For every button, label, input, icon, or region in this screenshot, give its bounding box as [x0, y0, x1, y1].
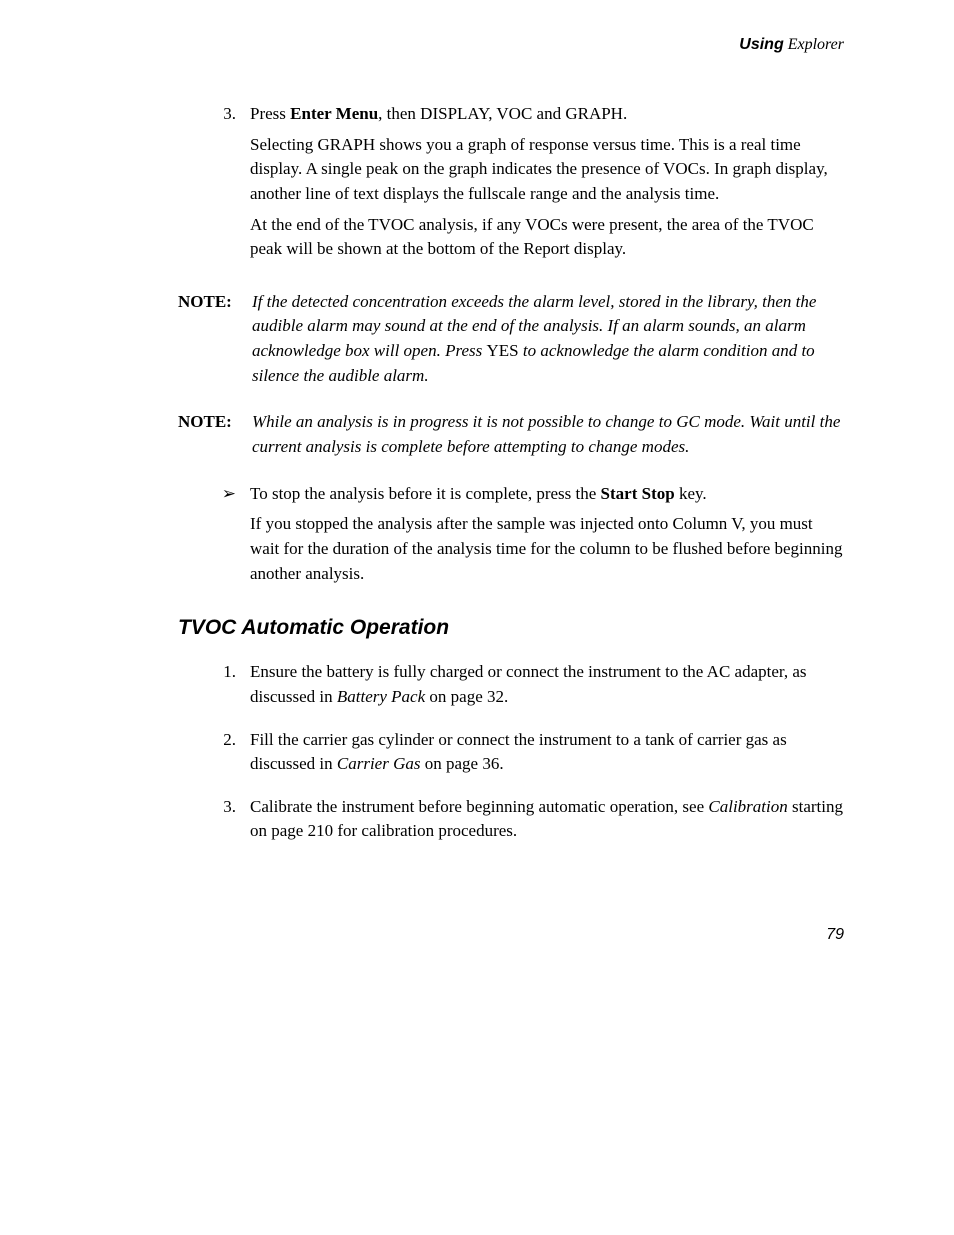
- paragraph: At the end of the TVOC analysis, if any …: [250, 213, 844, 262]
- list-item: 1. Ensure the battery is fully charged o…: [178, 660, 844, 709]
- list-item: 3. Press Enter Menu, then DISPLAY, VOC a…: [178, 102, 844, 262]
- text: Press: [250, 104, 290, 123]
- text: on page 36.: [421, 754, 504, 773]
- auto-operation-list: 1. Ensure the battery is fully charged o…: [178, 660, 844, 844]
- text: on page 32.: [425, 687, 508, 706]
- list-body: Press Enter Menu, then DISPLAY, VOC and …: [250, 102, 844, 262]
- stop-instruction: ➢ To stop the analysis before it is comp…: [178, 482, 844, 587]
- paragraph: Fill the carrier gas cylinder or connect…: [250, 728, 844, 777]
- page-header: Using Explorer: [178, 36, 844, 54]
- text: Ensure the battery is fully charged or c…: [250, 662, 807, 706]
- text: key.: [675, 484, 707, 503]
- text-italic: Calibration: [708, 797, 787, 816]
- list-body: Calibrate the instrument before beginnin…: [250, 795, 844, 844]
- bullet-item: ➢ To stop the analysis before it is comp…: [178, 482, 844, 587]
- paragraph: Calibrate the instrument before beginnin…: [250, 795, 844, 844]
- list-number: 3.: [178, 102, 250, 262]
- text: , then DISPLAY, VOC and GRAPH.: [378, 104, 627, 123]
- bullet-body: To stop the analysis before it is comple…: [250, 482, 844, 587]
- paragraph: Ensure the battery is fully charged or c…: [250, 660, 844, 709]
- note-body: If the detected concentration exceeds th…: [252, 290, 844, 389]
- paragraph: If you stopped the analysis after the sa…: [250, 512, 844, 586]
- header-title: Explorer: [784, 36, 844, 53]
- note-label: NOTE:: [178, 290, 252, 389]
- text: To stop the analysis before it is comple…: [250, 484, 601, 503]
- list-number: 2.: [178, 728, 250, 777]
- section-heading: TVOC Automatic Operation: [178, 616, 844, 640]
- header-section: Using: [739, 36, 783, 53]
- list-item: 3. Calibrate the instrument before begin…: [178, 795, 844, 844]
- step-3: 3. Press Enter Menu, then DISPLAY, VOC a…: [178, 102, 844, 262]
- text: Fill the carrier gas cylinder or connect…: [250, 730, 787, 774]
- note-body: While an analysis is in progress it is n…: [252, 410, 844, 459]
- page-number: 79: [826, 926, 844, 944]
- text-italic: Battery Pack: [337, 687, 425, 706]
- arrow-icon: ➢: [178, 482, 250, 587]
- text-bold: Start Stop: [601, 484, 675, 503]
- note-1: NOTE: If the detected concentration exce…: [178, 290, 844, 389]
- list-item: 2. Fill the carrier gas cylinder or conn…: [178, 728, 844, 777]
- text-italic: Carrier Gas: [337, 754, 421, 773]
- list-number: 1.: [178, 660, 250, 709]
- list-body: Fill the carrier gas cylinder or connect…: [250, 728, 844, 777]
- text-roman: YES: [487, 341, 519, 360]
- text-bold: Enter Menu: [290, 104, 378, 123]
- paragraph: Selecting GRAPH shows you a graph of res…: [250, 133, 844, 207]
- text: Calibrate the instrument before beginnin…: [250, 797, 708, 816]
- note-2: NOTE: While an analysis is in progress i…: [178, 410, 844, 459]
- paragraph: Press Enter Menu, then DISPLAY, VOC and …: [250, 102, 844, 127]
- list-body: Ensure the battery is fully charged or c…: [250, 660, 844, 709]
- list-number: 3.: [178, 795, 250, 844]
- page: Using Explorer 3. Press Enter Menu, then…: [0, 0, 954, 1235]
- note-label: NOTE:: [178, 410, 252, 459]
- paragraph: To stop the analysis before it is comple…: [250, 482, 844, 507]
